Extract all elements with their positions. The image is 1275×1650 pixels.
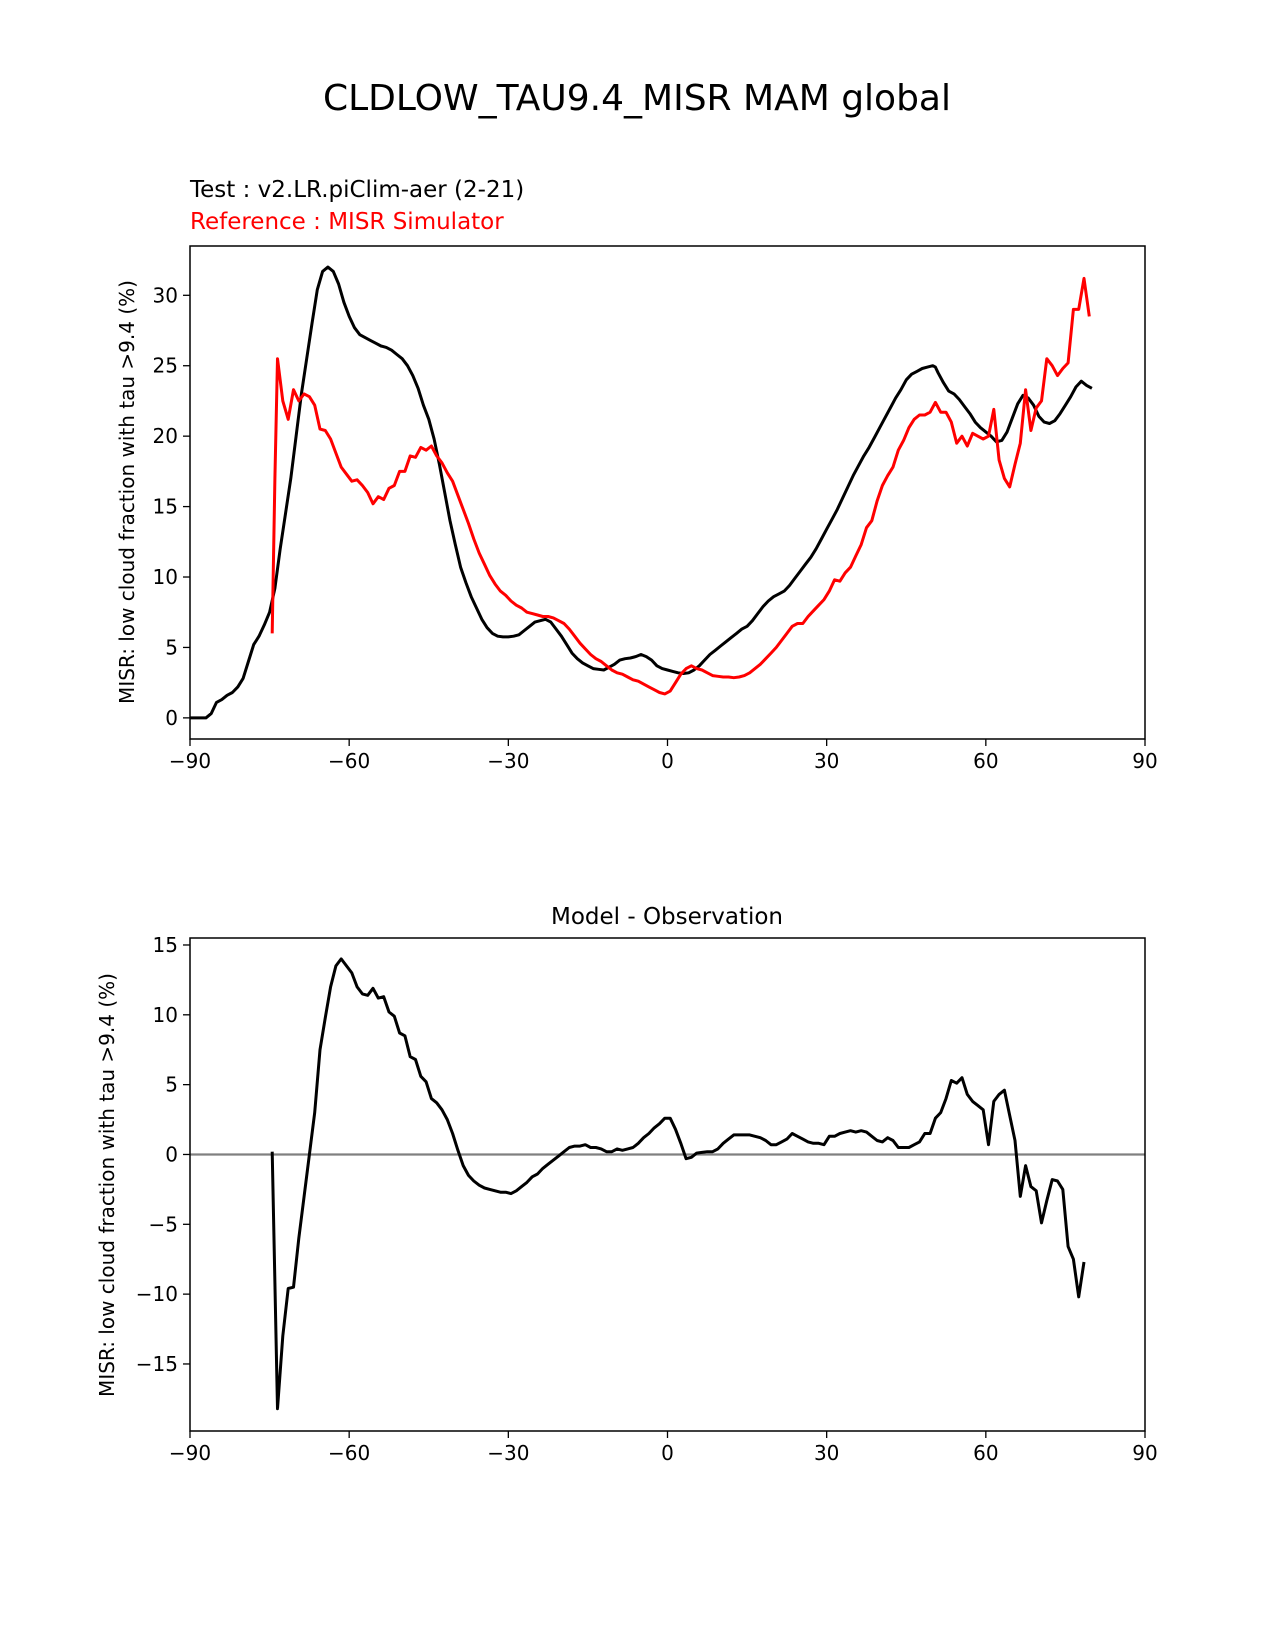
test-title: Test : v2.LR.piClim-aer (2-21) <box>189 177 524 203</box>
bottom-ticks-group: −90 −60 −30 0 30 60 90 −15 −10 −5 0 5 10 15 <box>136 933 1158 1465</box>
bottom-ytick-label: 10 <box>153 1003 178 1027</box>
top-series-line-1 <box>270 276 1091 696</box>
bottom-ytick-label: 5 <box>165 1073 178 1097</box>
bottom-panel: Model - Observation MISR: low cloud frac… <box>95 904 1158 1465</box>
top-ytick-label: 20 <box>153 424 178 448</box>
top-xtick-label: 0 <box>661 749 674 773</box>
bottom-xtick-label: 0 <box>661 1441 674 1465</box>
top-ytick-label: 0 <box>165 706 178 730</box>
top-xtick-label: −60 <box>328 749 370 773</box>
top-ytick-label: 25 <box>153 354 178 378</box>
top-ytick-label: 15 <box>153 495 178 519</box>
top-panel: Test : v2.LR.piClim-aer (2-21) Reference… <box>115 177 1158 773</box>
bottom-xtick-label: −90 <box>169 1441 211 1465</box>
top-series-group <box>190 265 1093 720</box>
bottom-series-group <box>190 957 1145 1411</box>
bottom-xtick-label: −30 <box>487 1441 529 1465</box>
bottom-ytick-label: −5 <box>149 1212 178 1236</box>
bottom-ytick-label: −15 <box>136 1352 178 1376</box>
bottom-xtick-label: −60 <box>328 1441 370 1465</box>
top-ytick-label: 30 <box>153 283 178 307</box>
top-ticks-group: −90 −60 −30 0 30 60 90 0 5 10 15 20 25 30 <box>153 283 1158 773</box>
top-ytick-label: 5 <box>165 635 178 659</box>
top-ytick-label: 10 <box>153 565 178 589</box>
top-xtick-label: 30 <box>814 749 839 773</box>
bottom-ytick-label: 15 <box>153 933 178 957</box>
difference-title: Model - Observation <box>551 904 783 930</box>
top-series-line-0 <box>190 265 1093 720</box>
figure-title: CLDLOW_TAU9.4_MISR MAM global <box>323 78 951 119</box>
bottom-ytick-label: 0 <box>165 1142 178 1166</box>
bottom-xtick-label: 60 <box>973 1441 998 1465</box>
bottom-xtick-label: 30 <box>814 1441 839 1465</box>
bottom-xtick-label: 90 <box>1132 1441 1157 1465</box>
top-xtick-label: −30 <box>487 749 529 773</box>
bottom-y-axis-label: MISR: low cloud fraction with tau >9.4 (… <box>95 973 119 1397</box>
top-plot-frame <box>189 245 1146 740</box>
top-y-axis-label: MISR: low cloud fraction with tau >9.4 (… <box>115 280 139 704</box>
reference-title: Reference : MISR Simulator <box>190 209 504 235</box>
top-xtick-label: −90 <box>169 749 211 773</box>
top-xtick-label: 60 <box>973 749 998 773</box>
top-xtick-label: 90 <box>1132 749 1157 773</box>
bottom-series-line-0 <box>270 957 1086 1411</box>
bottom-ytick-label: −10 <box>136 1282 178 1306</box>
bottom-plot-frame <box>189 937 1146 1432</box>
